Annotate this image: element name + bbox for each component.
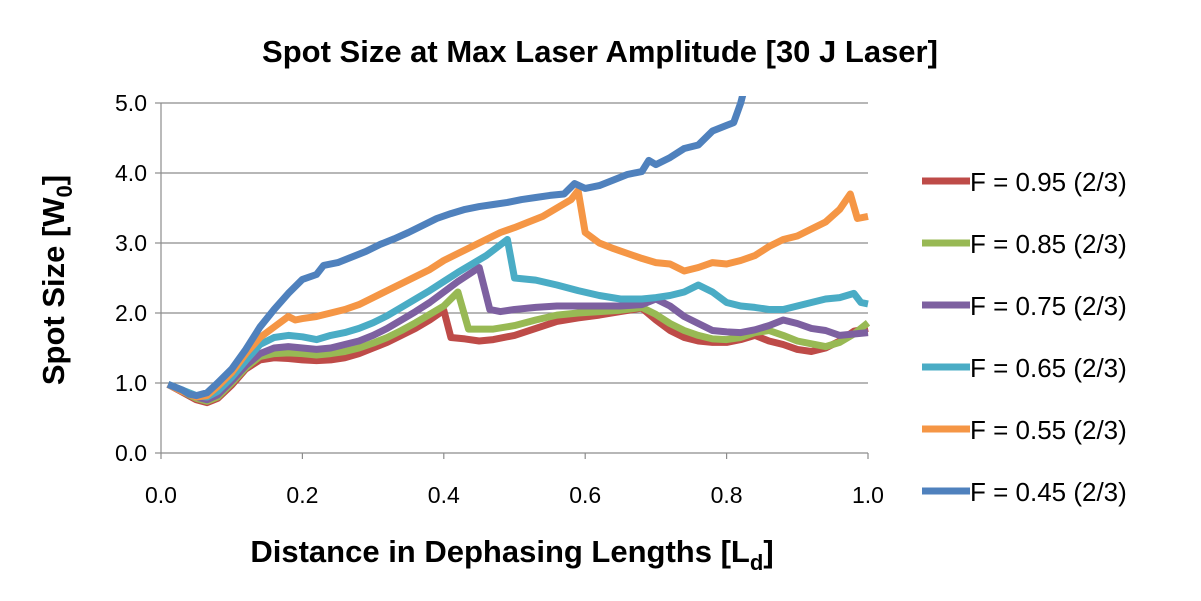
y-tick-label: 3.0 xyxy=(115,230,147,256)
series-line-4 xyxy=(166,236,869,401)
y-tick-label: 4.0 xyxy=(115,160,147,186)
y-tick-labels: 0.0 1.0 2.0 3.0 4.0 5.0 xyxy=(115,90,147,466)
y-tick-label: 0.0 xyxy=(115,440,147,466)
series-line-1 xyxy=(166,304,869,407)
x-tick-label: 0.4 xyxy=(428,482,460,508)
legend-label-5: F = 0.55 (2/3) xyxy=(970,415,1127,445)
y-tick-label: 1.0 xyxy=(115,370,147,396)
gridlines xyxy=(155,102,869,459)
x-axis-title: Distance in Dephasing Lengths [Ld] xyxy=(250,534,773,575)
y-tick-label: 5.0 xyxy=(115,90,147,116)
series-line-3 xyxy=(166,264,869,404)
legend-label-4: F = 0.65 (2/3) xyxy=(970,353,1127,383)
legend-label-3: F = 0.75 (2/3) xyxy=(970,291,1127,321)
series-line-6 xyxy=(166,96,747,400)
y-tick-label: 2.0 xyxy=(115,300,147,326)
legend-label-1: F = 0.95 (2/3) xyxy=(970,167,1127,197)
legend-label-2: F = 0.85 (2/3) xyxy=(970,229,1127,259)
x-tick-labels: 0.0 0.2 0.4 0.6 0.8 1.0 xyxy=(145,482,884,508)
chart-title: Spot Size at Max Laser Amplitude [30 J L… xyxy=(262,34,938,69)
legend-label-6: F = 0.45 (2/3) xyxy=(970,477,1127,507)
y-axis-title: Spot Size [W0] xyxy=(36,175,77,385)
x-tick-label: 0.0 xyxy=(145,482,177,508)
legend: F = 0.95 (2/3) F = 0.85 (2/3) F = 0.75 (2/… xyxy=(922,167,1127,507)
x-tick-label: 0.6 xyxy=(569,482,601,508)
x-tick-label: 0.2 xyxy=(286,482,318,508)
series-line-5 xyxy=(166,187,869,401)
x-tick-label: 1.0 xyxy=(852,482,884,508)
series-layer xyxy=(166,96,870,407)
x-tick-label: 0.8 xyxy=(711,482,743,508)
